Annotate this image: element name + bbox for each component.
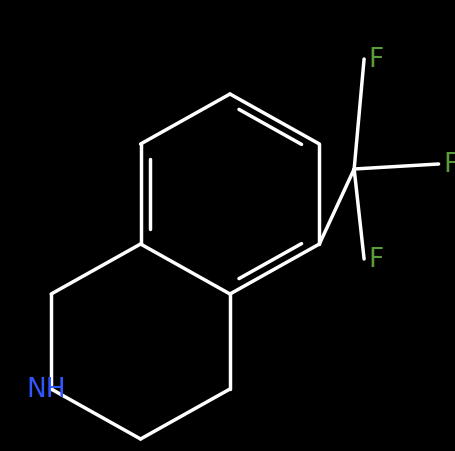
Text: NH: NH: [27, 376, 66, 402]
Text: F: F: [369, 47, 384, 73]
Text: F: F: [369, 246, 384, 272]
Text: F: F: [443, 152, 455, 178]
